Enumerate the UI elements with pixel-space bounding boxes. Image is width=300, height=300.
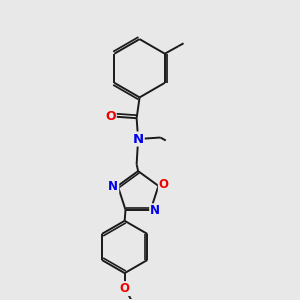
Text: O: O xyxy=(159,178,169,191)
Text: N: N xyxy=(133,133,144,146)
Text: N: N xyxy=(150,204,160,217)
Text: O: O xyxy=(120,282,130,295)
Text: O: O xyxy=(105,110,116,123)
Text: N: N xyxy=(108,180,118,193)
